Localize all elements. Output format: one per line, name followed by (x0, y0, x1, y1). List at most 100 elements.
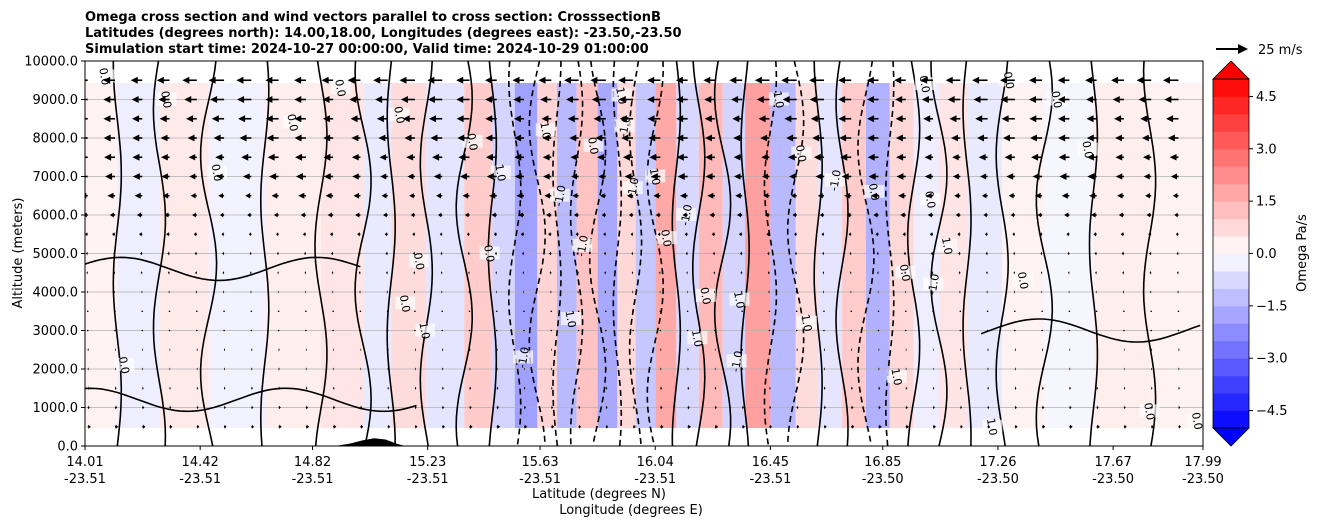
wind-vector (1115, 154, 1124, 161)
wind-vector (538, 76, 552, 84)
wind-vector (932, 290, 934, 294)
wind-vector (604, 270, 606, 275)
wind-vector (1122, 270, 1124, 275)
wind-vector (647, 76, 661, 84)
wind-vector (251, 367, 253, 371)
wind-vector (168, 310, 171, 313)
wind-vector (895, 115, 906, 123)
wind-vector (323, 173, 334, 180)
wind-vector (904, 290, 906, 294)
wind-vector (132, 153, 143, 161)
omega-band (597, 83, 618, 428)
wind-vector (931, 270, 934, 275)
wind-vector (687, 348, 689, 352)
contour-label-bg (729, 292, 750, 306)
contour-label: 1.0 (492, 163, 508, 182)
wind-vector (468, 271, 470, 275)
wind-vector (1057, 115, 1070, 123)
colorbar-tick-label: −1.5 (1256, 299, 1288, 314)
wind-vector (1151, 348, 1153, 352)
wind-vector (485, 76, 497, 84)
colorbar-tick-label: 4.5 (1256, 90, 1277, 105)
wind-vector (896, 173, 906, 180)
contour-line-negative (528, 61, 547, 446)
wind-vector (114, 386, 117, 391)
wind-vector (769, 348, 771, 352)
wind-vector (959, 290, 961, 294)
wind-vector (295, 153, 306, 161)
wind-vector (1041, 290, 1043, 294)
wind-vector (983, 212, 988, 218)
wind-vector (1150, 329, 1152, 332)
y-tick-label: 1000.0 (33, 401, 79, 416)
wind-vector (469, 367, 471, 371)
wind-vector (796, 348, 798, 352)
omega-band (818, 83, 843, 428)
colorbar-level (1213, 253, 1249, 272)
wind-vector (649, 153, 661, 161)
wind-vector (851, 348, 853, 352)
contour-label-bg (513, 350, 534, 364)
contour-label-bg (791, 146, 812, 160)
wind-vector (822, 251, 824, 256)
wind-vector (327, 212, 334, 218)
contour-label: 1.0 (770, 90, 786, 109)
wind-vector (986, 329, 989, 332)
wind-vector (223, 329, 225, 332)
wind-vector (1091, 212, 1097, 218)
wind-vector (603, 251, 606, 256)
wind-vector (496, 424, 501, 429)
wind-vector (302, 232, 306, 237)
x-tick-longitude: -23.50 (1182, 472, 1224, 487)
wind-vector (103, 134, 115, 142)
wind-vector (196, 367, 198, 371)
wind-vector (322, 115, 334, 123)
wind-vector (896, 153, 906, 161)
wind-vector (838, 115, 852, 123)
contour-line (713, 61, 732, 446)
wind-vector (650, 173, 661, 180)
wind-vector (440, 251, 443, 256)
wind-vector (742, 424, 745, 429)
wind-vector (379, 154, 388, 161)
contour-label-bg (825, 173, 846, 187)
wind-vector (920, 76, 934, 84)
contour-label-bg (656, 231, 677, 245)
wind-vector (1085, 76, 1097, 84)
wind-vector (333, 424, 337, 429)
x-axis-label-longitude: Longitude (degrees E) (559, 503, 703, 518)
contour-label: 0.0 (332, 78, 348, 97)
wind-vector (331, 251, 334, 256)
x-tick-latitude: 16.04 (637, 455, 674, 470)
wind-vector (208, 76, 225, 84)
wind-vector (1039, 232, 1043, 237)
wind-vector (981, 193, 988, 199)
wind-vector (1123, 329, 1125, 332)
wind-vector (107, 192, 115, 199)
wind-vector (546, 212, 552, 218)
quiver-key: 25 m/s (1216, 43, 1303, 58)
wind-vector (709, 212, 715, 218)
wind-vector (742, 405, 744, 410)
wind-vector (1068, 329, 1071, 332)
wind-vector (131, 96, 143, 103)
wind-vector (467, 251, 470, 256)
wind-vector (600, 193, 606, 199)
wind-vector (442, 386, 444, 391)
wind-vector (676, 115, 688, 123)
contour-line (259, 61, 270, 446)
contour-label-bg (614, 119, 635, 133)
omega-band (426, 83, 465, 428)
wind-vector (248, 232, 252, 237)
wind-vector (875, 232, 879, 237)
wind-vector (219, 212, 225, 218)
colorbar-level (1213, 96, 1249, 115)
wind-vector (632, 290, 634, 294)
wind-vector (357, 232, 361, 237)
wind-vector (796, 386, 799, 391)
wind-vector (1014, 424, 1018, 429)
wind-vector (1096, 348, 1098, 352)
wind-vector (677, 173, 688, 180)
wind-vector (323, 153, 334, 161)
contour-label: 0.0 (1141, 402, 1157, 421)
